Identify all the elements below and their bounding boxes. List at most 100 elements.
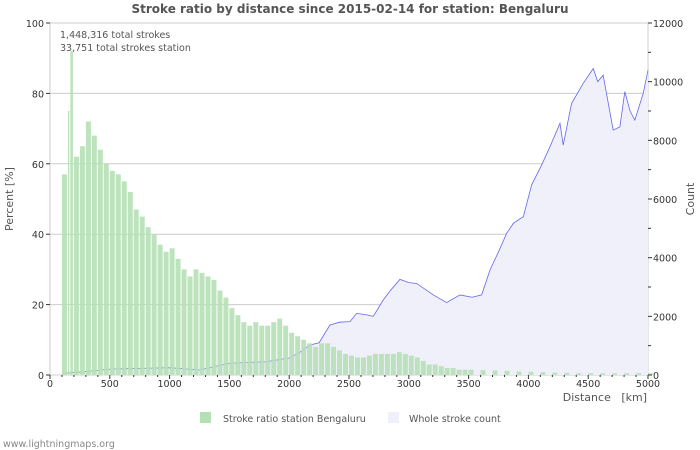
count-area [61, 68, 648, 375]
y-left-tick-label: 0 [38, 371, 44, 382]
ratio-bar [600, 373, 606, 375]
y-left-tick-label: 40 [32, 230, 44, 241]
legend-swatch-ratio [200, 412, 211, 423]
x-tick-label: 1000 [158, 379, 182, 390]
ratio-bar [79, 146, 85, 375]
ratio-bar [271, 322, 277, 375]
ratio-bar [408, 355, 414, 375]
x-tick-label: 3000 [397, 379, 421, 390]
ratio-bar [91, 135, 97, 375]
ratio-bar [295, 336, 301, 375]
ratio-bar [133, 209, 139, 375]
y-left-tick-label: 60 [32, 160, 44, 171]
x-tick-label: 2000 [277, 379, 301, 390]
ratio-bar [343, 353, 348, 375]
ratio-bar [109, 170, 115, 375]
y-left-tick-label: 100 [26, 19, 44, 30]
legend: Stroke ratio station Bengaluru Whole str… [200, 412, 501, 425]
ratio-bar [70, 51, 73, 375]
ratio-bar [450, 367, 456, 375]
ratio-bar [414, 357, 420, 375]
y-right-tick-label: 12000 [653, 19, 683, 30]
ratio-bar [169, 248, 175, 375]
ratio-bar [588, 373, 594, 375]
ratio-bar [223, 297, 229, 375]
ratio-bar [283, 325, 289, 375]
ratio-bar [163, 251, 169, 375]
ratio-bar [193, 269, 199, 375]
ratio-bar [121, 181, 127, 375]
ratio-bar [331, 346, 337, 375]
ratio-bar [528, 371, 534, 375]
ratio-bar [127, 191, 133, 375]
y-right-tick-label: 10000 [653, 78, 683, 89]
ratio-bar [253, 322, 259, 375]
ratio-bar [432, 364, 438, 375]
legend-label-count: Whole stroke count [409, 414, 501, 425]
y-right-tick-label: 0 [653, 371, 659, 382]
ratio-bar [247, 325, 253, 375]
ratio-bar [157, 244, 163, 375]
ratio-bar [181, 269, 187, 375]
x-tick-label: 3500 [457, 379, 481, 390]
ratio-bar [354, 357, 360, 375]
ratio-bar [199, 272, 205, 375]
ratio-bar [325, 343, 331, 375]
x-tick-label: 1500 [217, 379, 241, 390]
x-tick-label: 0 [47, 379, 53, 390]
ratio-bar [390, 353, 396, 375]
ratio-bar [438, 366, 444, 375]
ratio-bar [307, 343, 313, 375]
y-right-tick-label: 4000 [653, 254, 677, 265]
ratio-bar [337, 350, 343, 375]
ratio-bar [301, 339, 307, 375]
ratio-bar [313, 346, 319, 375]
legend-label-ratio: Stroke ratio station Bengaluru [223, 414, 366, 425]
ratio-bar [265, 325, 271, 375]
footer-site-link[interactable]: www.lightningmaps.org [3, 439, 115, 450]
ratio-bar [402, 353, 408, 375]
annotation-station-strokes: 33,751 total strokes station [60, 43, 191, 54]
ratio-bars-group [61, 51, 653, 375]
y-right-tick-label: 2000 [653, 312, 677, 323]
ratio-bar [211, 279, 217, 375]
ratio-bar [151, 234, 157, 375]
ratio-bar [175, 258, 181, 375]
ratio-bar [277, 318, 283, 375]
x-tick-label: 4500 [576, 379, 600, 390]
ratio-bar [516, 371, 522, 375]
ratio-bar [384, 353, 390, 375]
chart-title: Stroke ratio by distance since 2015-02-1… [132, 2, 569, 16]
ratio-bar [612, 373, 618, 375]
ratio-bar [366, 355, 372, 375]
ratio-bar [235, 315, 241, 375]
ratio-bar [420, 360, 426, 375]
ratio-bar [552, 372, 558, 375]
ratio-bar [115, 174, 121, 375]
annotation-total-strokes: 1,448,316 total strokes [60, 30, 170, 41]
ratio-bar [103, 163, 109, 375]
y-right-tick-label: 6000 [653, 195, 677, 206]
ratio-bar [139, 216, 145, 375]
x-tick-label: 4000 [516, 379, 540, 390]
y-left-tick-label: 80 [32, 89, 44, 100]
y-axis-left-label: Percent [%] [3, 167, 16, 231]
ratio-bar [289, 332, 295, 375]
ratio-bar [217, 290, 223, 375]
ratio-bar [576, 373, 582, 375]
ratio-bar [444, 367, 450, 375]
ratio-bar [145, 227, 151, 375]
ratio-bar [504, 370, 510, 375]
ratio-bar [624, 373, 630, 375]
ratio-bar [396, 352, 402, 375]
ratio-bar [378, 353, 384, 375]
x-axis-label: Distance [km] [563, 391, 647, 404]
ratio-bar [85, 121, 91, 375]
ratio-bar [205, 276, 211, 375]
ratio-bar [564, 372, 570, 375]
ratio-bar [468, 369, 474, 375]
y-right-tick-label: 8000 [653, 136, 677, 147]
axes: 0204060801000200040006000800010000120000… [26, 19, 683, 390]
x-tick-label: 5000 [636, 379, 660, 390]
